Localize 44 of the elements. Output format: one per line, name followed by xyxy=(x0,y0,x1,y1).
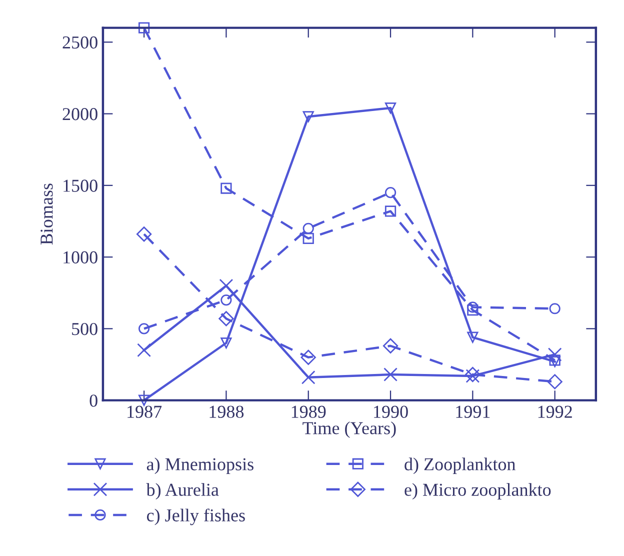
legend-label: d) Zooplankton xyxy=(404,458,516,474)
x-tick-label: 1991 xyxy=(456,406,490,418)
point xyxy=(300,350,316,365)
point xyxy=(138,323,150,334)
point xyxy=(384,187,396,198)
y-tick-label: 1500 xyxy=(64,180,98,192)
point xyxy=(302,222,314,234)
point xyxy=(467,332,478,343)
point xyxy=(549,303,560,314)
y-tick-label: 2000 xyxy=(62,108,98,120)
y-tick-label: 2500 xyxy=(62,36,98,49)
x-tick-label: 1990 xyxy=(374,406,408,418)
point xyxy=(382,338,398,354)
point xyxy=(547,374,562,390)
point xyxy=(138,394,150,406)
point xyxy=(467,304,478,316)
point xyxy=(384,368,398,382)
x-tick-label: 1989 xyxy=(292,406,326,418)
point xyxy=(136,226,152,242)
point xyxy=(218,311,234,326)
legend-label: a) Mnemiopsis xyxy=(146,458,254,474)
point xyxy=(302,232,314,244)
x-tick-label: 1988 xyxy=(210,406,244,418)
point xyxy=(548,348,562,362)
point xyxy=(220,294,232,306)
y-tick-label: 0 xyxy=(90,394,98,407)
point xyxy=(384,206,396,217)
point xyxy=(220,182,232,194)
point xyxy=(301,370,316,384)
point xyxy=(220,337,232,349)
x-axis-title: Time (Years) xyxy=(302,422,396,438)
legend-label: c) Jelly fishes xyxy=(146,508,245,526)
point xyxy=(219,278,234,293)
y-axis-title: Biomass xyxy=(40,184,53,245)
x-tick-label: 1992 xyxy=(538,406,572,418)
legend-label: b) Aurelia xyxy=(146,483,219,500)
point xyxy=(302,111,314,122)
point xyxy=(138,22,150,34)
y-tick-label: 500 xyxy=(72,322,98,336)
x-tick-label: 1987 xyxy=(128,406,162,418)
point xyxy=(137,343,151,358)
point xyxy=(384,102,396,114)
y-tick-label: 1000 xyxy=(64,251,98,264)
legend-label: e) Micro zooplankto xyxy=(404,483,551,500)
